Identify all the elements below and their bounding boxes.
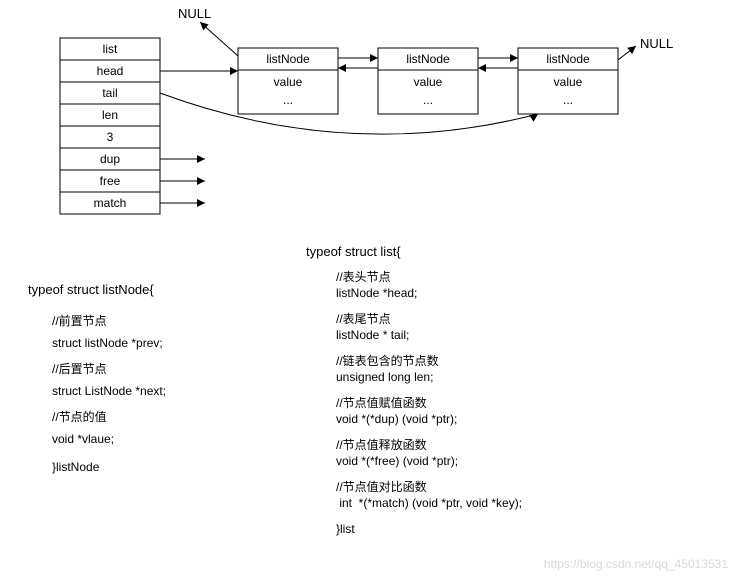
code-left-line: //节点的值 bbox=[52, 408, 107, 425]
svg-text:listNode: listNode bbox=[406, 52, 450, 66]
code-right-header: typeof struct list{ bbox=[306, 244, 401, 259]
code-right-line: //表尾节点 bbox=[336, 310, 391, 327]
svg-text:dup: dup bbox=[100, 152, 120, 166]
svg-text:...: ... bbox=[423, 93, 433, 107]
svg-text:...: ... bbox=[283, 93, 293, 107]
code-left-line: void *vlaue; bbox=[52, 432, 114, 446]
code-right-line: //节点值释放函数 bbox=[336, 436, 427, 453]
code-right-line: void *(*dup) (void *ptr); bbox=[336, 412, 457, 426]
svg-text:value: value bbox=[554, 75, 583, 89]
code-right-line: listNode *head; bbox=[336, 286, 417, 300]
code-right-footer: }list bbox=[336, 522, 355, 536]
svg-text:head: head bbox=[97, 64, 124, 78]
code-right-line: void *(*free) (void *ptr); bbox=[336, 454, 458, 468]
svg-text:listNode: listNode bbox=[266, 52, 310, 66]
code-right-line: //链表包含的节点数 bbox=[336, 352, 439, 369]
svg-text:tail: tail bbox=[102, 86, 117, 100]
svg-text:listNode: listNode bbox=[546, 52, 590, 66]
code-right-line: unsigned long len; bbox=[336, 370, 433, 384]
svg-text:...: ... bbox=[563, 93, 573, 107]
code-right-line: int *(*match) (void *ptr, void *key); bbox=[336, 496, 522, 510]
code-left-line: struct ListNode *next; bbox=[52, 384, 166, 398]
svg-text:len: len bbox=[102, 108, 118, 122]
svg-text:match: match bbox=[94, 196, 127, 210]
watermark-text: https://blog.csdn.net/qq_45013531 bbox=[544, 557, 728, 571]
svg-text:3: 3 bbox=[107, 130, 114, 144]
code-left-footer: }listNode bbox=[52, 460, 99, 474]
code-left-line: //前置节点 bbox=[52, 312, 107, 329]
svg-text:NULL: NULL bbox=[640, 36, 673, 51]
svg-text:value: value bbox=[414, 75, 443, 89]
code-right-line: //表头节点 bbox=[336, 268, 391, 285]
svg-text:free: free bbox=[100, 174, 121, 188]
code-left-line: //后置节点 bbox=[52, 360, 107, 377]
svg-text:value: value bbox=[274, 75, 303, 89]
code-right-line: //节点值对比函数 bbox=[336, 478, 427, 495]
svg-text:NULL: NULL bbox=[178, 6, 211, 21]
code-left-line: struct listNode *prev; bbox=[52, 336, 163, 350]
code-right-line: //节点值赋值函数 bbox=[336, 394, 427, 411]
code-left-header: typeof struct listNode{ bbox=[28, 282, 154, 297]
code-right-line: listNode * tail; bbox=[336, 328, 409, 342]
svg-text:list: list bbox=[103, 42, 118, 56]
